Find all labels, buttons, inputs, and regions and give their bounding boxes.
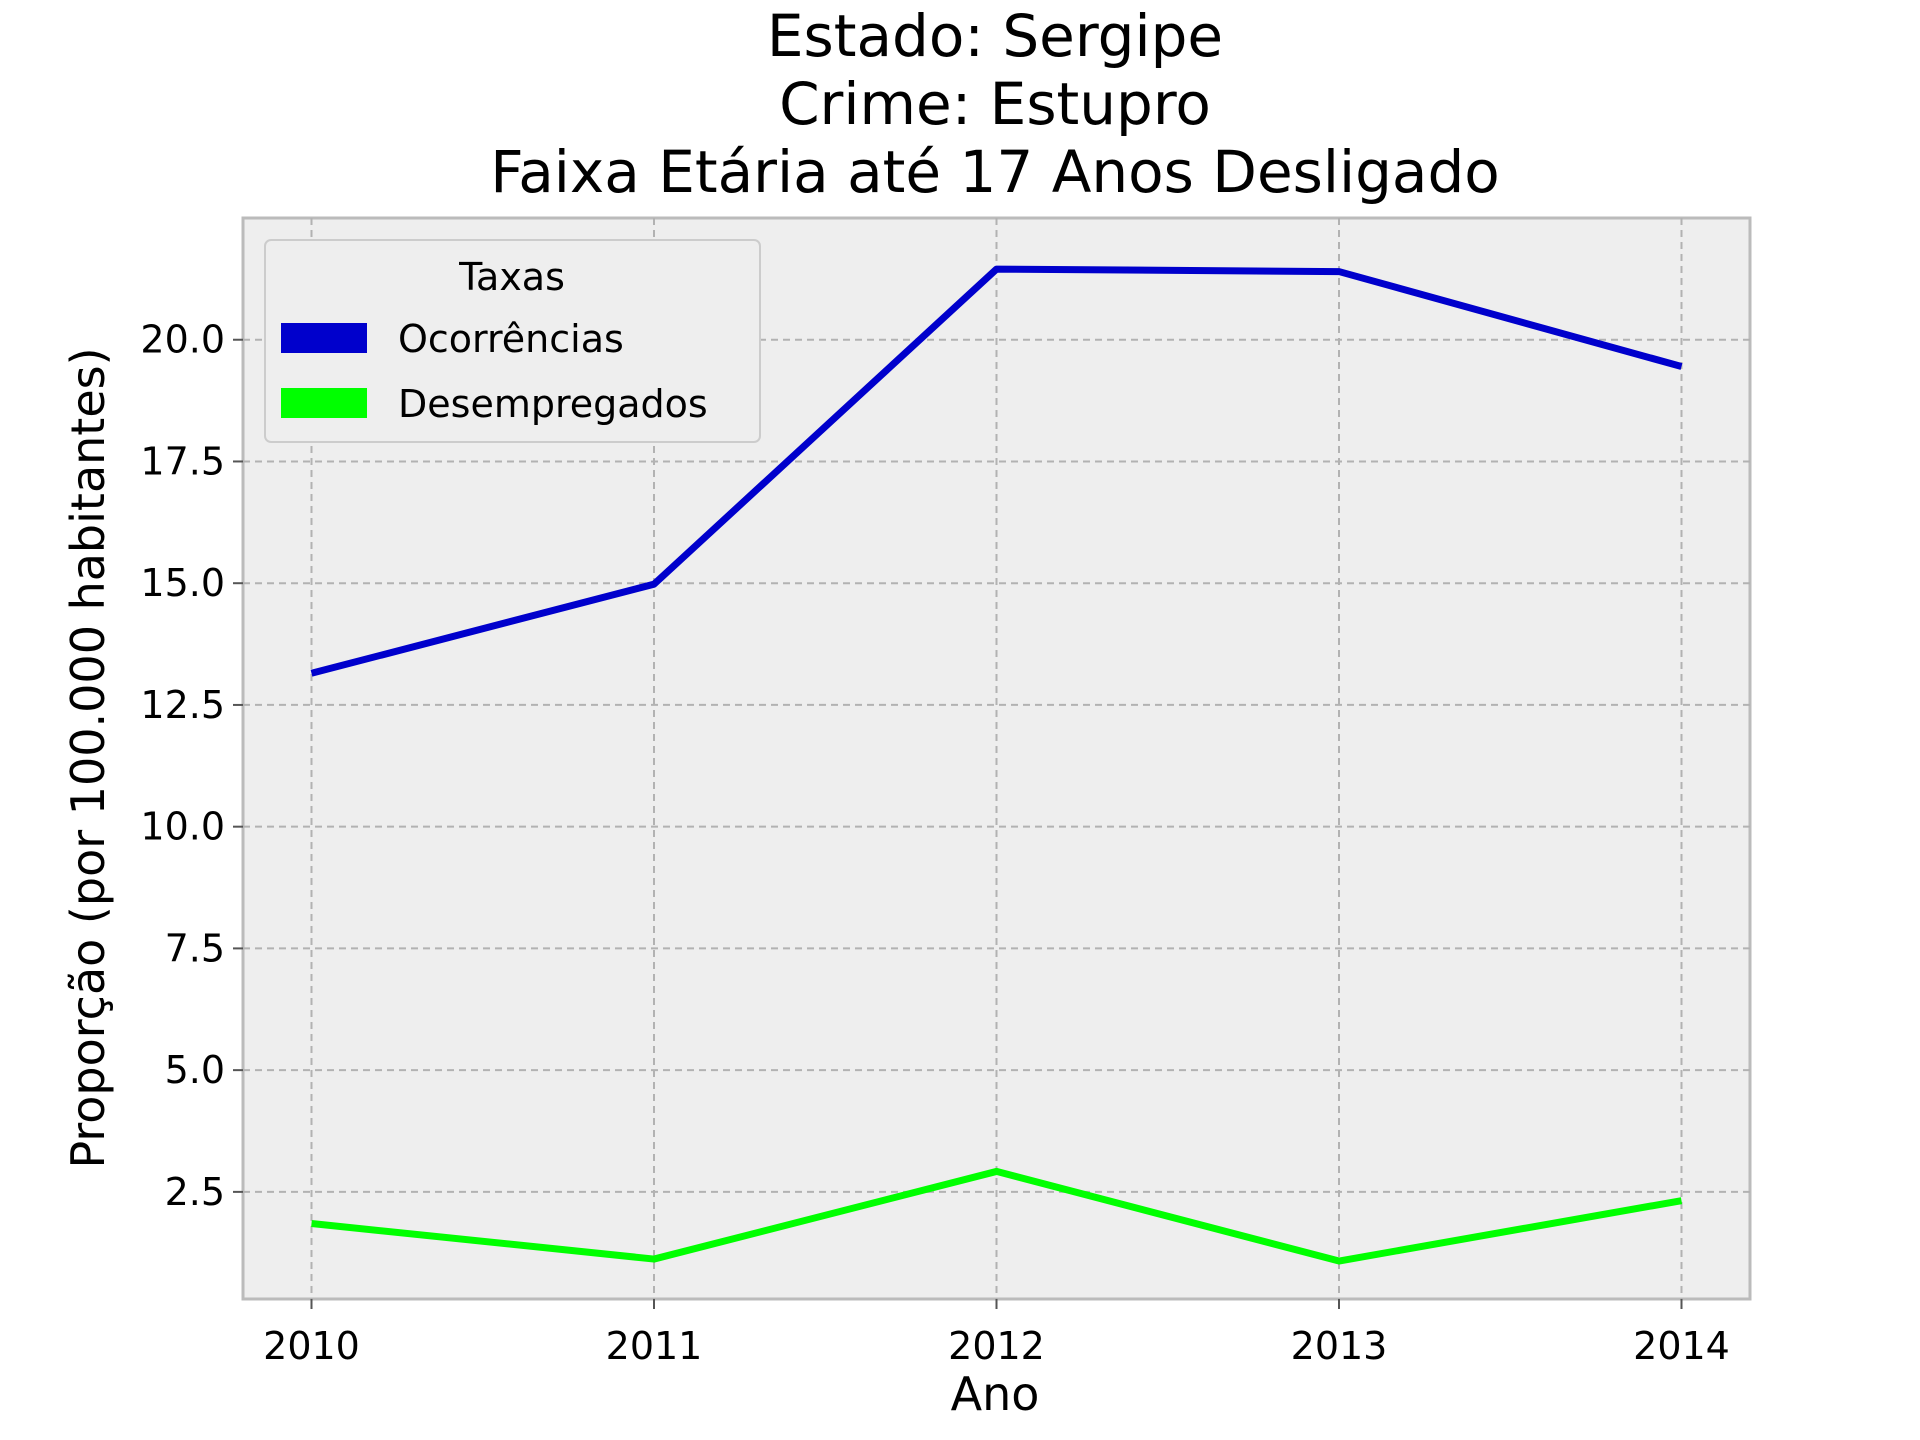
y-axis-label: Proporção (por 100.000 habitantes) bbox=[61, 347, 115, 1168]
legend-swatch-ocorrencias bbox=[281, 323, 367, 353]
x-tick-label: 2013 bbox=[1291, 1324, 1388, 1368]
legend-label-ocorrencias: Ocorrências bbox=[398, 317, 624, 361]
legend-label-desempregados: Desempregados bbox=[398, 382, 708, 426]
y-tick-label: 15.0 bbox=[140, 561, 225, 605]
y-tick-label: 10.0 bbox=[140, 805, 225, 849]
x-tick-label: 2010 bbox=[263, 1324, 360, 1368]
title-line-1: Estado: Sergipe bbox=[767, 2, 1223, 70]
series-line-desempregados bbox=[311, 1167, 1683, 1265]
y-axis-ticks: 2.5 5.0 7.5 10.0 12.5 15.0 17.5 20.0 bbox=[140, 318, 243, 1214]
legend-box bbox=[264, 239, 761, 443]
y-tick-label: 20.0 bbox=[140, 318, 225, 362]
y-tick-label: 5.0 bbox=[165, 1048, 225, 1092]
legend: Taxas Ocorrências Desempregados bbox=[264, 239, 761, 443]
title-line-2: Crime: Estupro bbox=[779, 70, 1211, 138]
x-tick-label: 2012 bbox=[948, 1324, 1045, 1368]
y-tick-label: 12.5 bbox=[140, 683, 225, 727]
chart-title: Estado: Sergipe Crime: Estupro Faixa Etá… bbox=[490, 2, 1500, 206]
legend-swatch-desempregados bbox=[281, 388, 367, 418]
legend-title: Taxas bbox=[458, 255, 565, 299]
x-tick-label: 2014 bbox=[1633, 1324, 1730, 1368]
y-tick-label: 2.5 bbox=[165, 1170, 225, 1214]
y-tick-label: 17.5 bbox=[140, 439, 225, 483]
title-line-3: Faixa Etária até 17 Anos Desligado bbox=[490, 138, 1500, 206]
x-axis-ticks: 2010 2011 2012 2013 2014 bbox=[263, 1299, 1730, 1368]
series-lines bbox=[310, 265, 1683, 1265]
x-axis-label: Ano bbox=[951, 1367, 1040, 1421]
y-tick-label: 7.5 bbox=[165, 926, 225, 970]
x-tick-label: 2011 bbox=[606, 1324, 703, 1368]
series-line-ocorrencias bbox=[310, 265, 1683, 677]
